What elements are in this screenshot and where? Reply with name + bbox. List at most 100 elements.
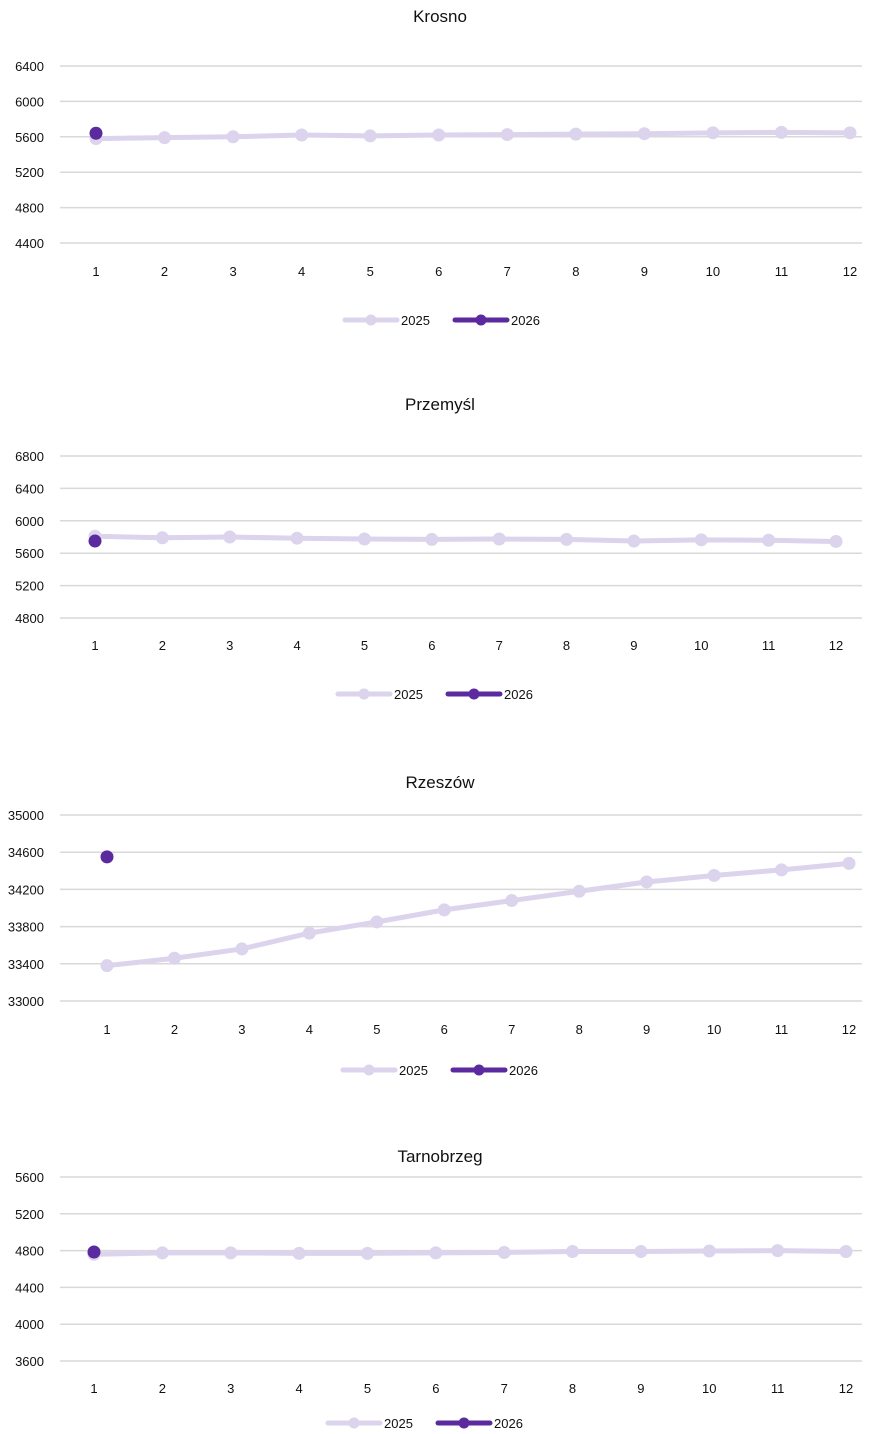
y-tick-label: 4800	[15, 1244, 44, 1259]
chart-title: Rzeszów	[406, 773, 476, 792]
series-line-2025	[91, 1248, 849, 1257]
y-tick-label: 6400	[15, 59, 44, 74]
x-tick-label: 4	[298, 264, 305, 279]
series-line-2025	[104, 860, 852, 969]
legend-marker-2026	[475, 314, 487, 326]
data-point-2025	[425, 532, 439, 546]
data-point-2025	[569, 127, 583, 141]
x-tick-label: 8	[563, 638, 570, 653]
legend-label-2026: 2026	[509, 1063, 538, 1078]
y-tick-label: 6400	[15, 481, 44, 496]
x-tick-label: 7	[508, 1022, 515, 1037]
legend: 2025 2026	[335, 687, 533, 702]
x-tick-label: 6	[435, 264, 442, 279]
y-tick-label: 4400	[15, 1280, 44, 1295]
data-point-2025	[694, 533, 708, 547]
data-point-2025	[292, 1246, 306, 1260]
y-tick-label: 33400	[8, 957, 44, 972]
data-point-2025	[100, 959, 114, 973]
y-tick-label: 5600	[15, 546, 44, 561]
legend-label-2025: 2025	[384, 1416, 413, 1431]
legend-label-2026: 2026	[504, 687, 533, 702]
data-point-2025	[290, 531, 304, 545]
y-tick-label: 6000	[15, 94, 44, 109]
legend: 2025 2026	[325, 1416, 523, 1431]
x-tick-label: 12	[829, 638, 843, 653]
series-2026	[100, 850, 114, 864]
x-tick-label: 6	[428, 638, 435, 653]
data-point-2026	[87, 1245, 101, 1259]
x-tick-label: 11	[775, 1022, 789, 1037]
x-tick-label: 3	[226, 638, 233, 653]
data-point-2025	[771, 1244, 785, 1258]
legend: 2025 2026	[342, 313, 540, 328]
data-point-2025	[432, 128, 446, 142]
y-tick-label: 33800	[8, 920, 44, 935]
x-tick-label: 3	[229, 264, 236, 279]
series-2025	[87, 1244, 853, 1261]
x-tick-label: 2	[161, 264, 168, 279]
chart-title: Krosno	[413, 7, 467, 26]
data-point-2025	[158, 131, 172, 145]
x-tick-label: 12	[842, 1022, 856, 1037]
x-tick-label: 11	[771, 1381, 785, 1396]
data-point-2025	[707, 868, 721, 882]
x-tick-label: 9	[630, 638, 637, 653]
y-tick-label: 34200	[8, 882, 44, 897]
legend-marker-2026	[468, 688, 480, 700]
x-tick-label: 8	[572, 264, 579, 279]
x-tick-label: 5	[373, 1022, 380, 1037]
x-tick-label: 4	[293, 638, 300, 653]
x-tick-label: 6	[441, 1022, 448, 1037]
x-tick-label: 8	[576, 1022, 583, 1037]
data-point-2025	[223, 530, 237, 544]
data-point-2025	[566, 1245, 580, 1259]
data-point-2026	[89, 126, 103, 140]
x-tick-label: 5	[367, 264, 374, 279]
x-tick-label: 2	[171, 1022, 178, 1037]
series-line-2025	[93, 129, 853, 142]
series-2026	[87, 1245, 101, 1259]
x-tick-label: 11	[775, 264, 789, 279]
x-tick-label: 5	[361, 638, 368, 653]
data-point-2025	[500, 128, 514, 142]
y-tick-label: 5200	[15, 579, 44, 594]
legend-marker-2025	[358, 688, 370, 700]
legend-label-2025: 2025	[394, 687, 423, 702]
x-tick-label: 3	[238, 1022, 245, 1037]
x-tick-label: 6	[432, 1381, 439, 1396]
x-tick-label: 2	[159, 638, 166, 653]
data-point-2025	[224, 1246, 238, 1260]
x-tick-label: 1	[91, 638, 98, 653]
data-point-2025	[437, 903, 451, 917]
data-point-2025	[429, 1246, 443, 1260]
x-tick-label: 7	[501, 1381, 508, 1396]
x-tick-label: 1	[103, 1022, 110, 1037]
data-point-2025	[829, 534, 843, 548]
chart-title: Tarnobrzeg	[397, 1147, 482, 1166]
data-point-2025	[706, 126, 720, 140]
data-point-2025	[497, 1245, 511, 1259]
data-point-2026	[88, 534, 102, 548]
x-tick-label: 5	[364, 1381, 371, 1396]
x-tick-label: 11	[762, 638, 776, 653]
series-line-2025	[92, 533, 839, 544]
legend-marker-2026	[473, 1064, 485, 1076]
series-2025	[100, 856, 856, 973]
x-tick-label: 2	[159, 1381, 166, 1396]
data-point-2025	[637, 127, 651, 141]
data-point-2025	[360, 1246, 374, 1260]
x-tick-label: 12	[839, 1381, 853, 1396]
data-point-2025	[155, 1246, 169, 1260]
series-2026	[88, 534, 102, 548]
data-point-2025	[492, 532, 506, 546]
chart-title: Przemyśl	[405, 395, 475, 414]
y-tick-label: 6000	[15, 514, 44, 529]
legend-marker-2025	[348, 1417, 360, 1429]
x-tick-label: 4	[306, 1022, 313, 1037]
x-tick-label: 12	[843, 264, 857, 279]
y-tick-label: 5200	[15, 165, 44, 180]
